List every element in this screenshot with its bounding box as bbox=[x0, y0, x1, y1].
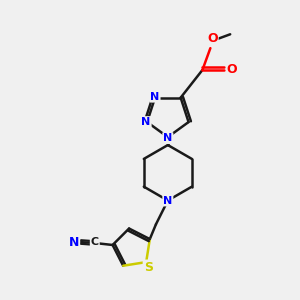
Text: N: N bbox=[163, 196, 172, 206]
Text: N: N bbox=[69, 236, 79, 248]
Text: N: N bbox=[163, 133, 172, 143]
Text: C: C bbox=[91, 237, 99, 247]
Text: N: N bbox=[142, 117, 151, 127]
Text: O: O bbox=[207, 32, 218, 45]
Text: O: O bbox=[227, 63, 238, 76]
Text: S: S bbox=[144, 260, 153, 274]
Text: N: N bbox=[150, 92, 160, 102]
